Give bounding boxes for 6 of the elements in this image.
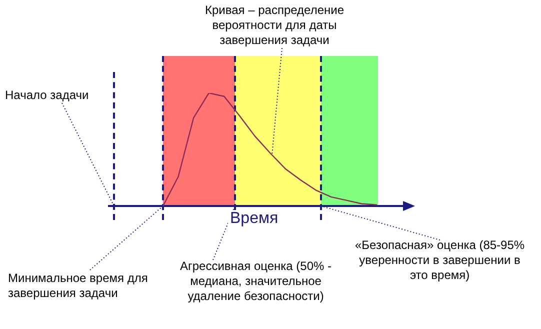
text: Кривая – распределение вероятности для даты завершения задачи bbox=[205, 3, 344, 48]
text: «Безопасная» оценка (85-95% уверенности в завершении в это время) bbox=[355, 238, 525, 283]
text: Начало задачи bbox=[5, 88, 89, 103]
x-axis-title: Время bbox=[228, 210, 280, 228]
text: Минимальное время для завершения задачи bbox=[8, 271, 148, 301]
text: Агрессивная оценка (50% - медиана, значительное удаление безопасности) bbox=[180, 259, 332, 304]
